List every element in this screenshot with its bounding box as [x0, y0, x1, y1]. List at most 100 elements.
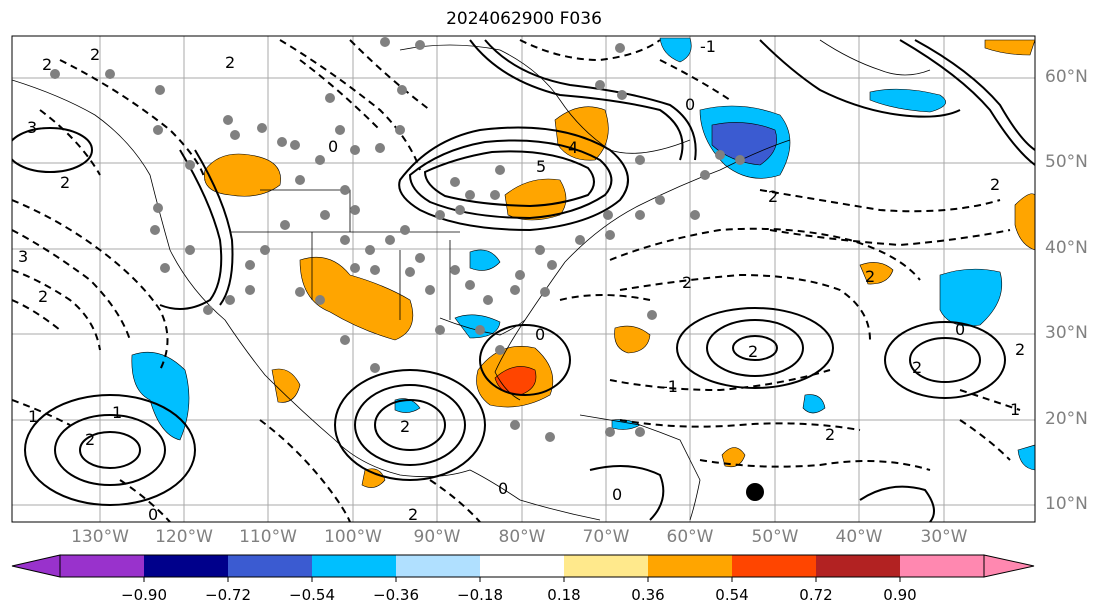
- colorbar-max-extend: [983, 554, 1035, 578]
- map-title: 2024062900 F036: [446, 9, 602, 29]
- lat-label-50n: 50°N: [1045, 152, 1088, 172]
- colorbar-segment: [228, 555, 312, 577]
- colorbar-tick-label: 0.72: [799, 586, 833, 604]
- colorbar-segment: [60, 555, 144, 577]
- colorbar-tick-label: −0.72: [205, 586, 251, 604]
- cool-anomaly-region: [131, 351, 190, 441]
- lon-label-60w: 60°W: [666, 527, 714, 547]
- colorbar-segment: [480, 555, 564, 577]
- lat-label-30n: 30°N: [1045, 323, 1088, 343]
- cool-anomaly-region: [659, 37, 692, 63]
- colorbar-segment: [144, 555, 228, 577]
- contour-label: 0: [148, 505, 158, 524]
- cool-anomaly-region: [469, 249, 501, 271]
- colorbar-segment: [396, 555, 480, 577]
- colorbar-tick-label: 0.90: [883, 586, 917, 604]
- colorbar-segment: [816, 555, 900, 577]
- lon-label-30w: 30°W: [920, 527, 968, 547]
- lon-label-120w: 120°W: [155, 527, 213, 547]
- contour-label: 2: [400, 417, 410, 436]
- contour-label: 2: [408, 505, 418, 524]
- contour-label: 0: [612, 485, 622, 504]
- contour-label: 1: [28, 407, 38, 426]
- black-dot-marker: [746, 483, 764, 501]
- lon-label-100w: 100°W: [324, 527, 382, 547]
- contour-label: 3: [27, 118, 37, 137]
- colorbar-segment: [648, 555, 732, 577]
- warm-anomaly-region: [271, 368, 301, 403]
- lon-label-50w: 50°W: [751, 527, 799, 547]
- cool-anomaly-region: [802, 394, 826, 414]
- colorbar-tick-label: −0.18: [457, 586, 503, 604]
- contour-label: 5: [536, 157, 546, 176]
- lat-label-10n: 10°N: [1045, 494, 1088, 514]
- contour-label: 2: [865, 267, 875, 286]
- colorbar-segment: [312, 555, 396, 577]
- contour-label: 2: [912, 358, 922, 377]
- map-frame-background: [12, 36, 1035, 522]
- contour-label: 3: [18, 247, 28, 266]
- strong-cool-anomaly-region: [711, 122, 777, 166]
- contour-label: 0: [328, 137, 338, 156]
- contour-label: 2: [90, 45, 100, 64]
- contour-label: 2: [85, 430, 95, 449]
- colorbar-min-extend: [11, 554, 61, 578]
- colorbar-tick-label: −0.90: [121, 586, 167, 604]
- lon-label-80w: 80°W: [498, 527, 546, 547]
- contour-label: 2: [225, 53, 235, 72]
- dashed-contours: [12, 39, 1021, 522]
- colorbar: [11, 554, 1035, 582]
- contour-label: 0: [955, 320, 965, 339]
- contour-label: 2: [768, 187, 778, 206]
- contour-label: 0: [498, 479, 508, 498]
- warm-anomaly-region: [299, 256, 414, 341]
- contour-label: 2: [1015, 340, 1025, 359]
- cool-anomaly-region: [394, 398, 421, 413]
- warm-anomaly-region: [361, 468, 386, 488]
- colorbar-segment: [564, 555, 648, 577]
- lon-label-70w: 70°W: [582, 527, 630, 547]
- cool-anomaly-region: [869, 88, 946, 113]
- lat-label-40n: 40°N: [1045, 238, 1088, 258]
- station-dots: [50, 37, 745, 442]
- contour-label: -1: [700, 37, 716, 56]
- contour-label: 0: [535, 325, 545, 344]
- coastlines: [12, 39, 931, 521]
- contour-label: 0: [685, 95, 695, 114]
- lon-label-90w: 90°W: [413, 527, 461, 547]
- colorbar-border: [59, 554, 985, 578]
- lon-label-40w: 40°W: [835, 527, 883, 547]
- warm-anomaly-region: [984, 39, 1035, 56]
- contour-label: 4: [568, 138, 578, 157]
- contour-label: 2: [38, 287, 48, 306]
- solid-contours: [12, 39, 1035, 522]
- contour-label: 2: [990, 175, 1000, 194]
- colorbar-tick-label: −0.36: [373, 586, 419, 604]
- contour-label: 2: [748, 342, 758, 361]
- contour-label: -1: [662, 377, 678, 396]
- colorbar-tick-label: 0.18: [547, 586, 581, 604]
- contour-label: 2: [60, 173, 70, 192]
- cool-anomaly-region: [1017, 444, 1035, 471]
- warm-anomaly-region: [1014, 193, 1035, 251]
- contour-labels: 2 -1 0 3 2 4 5 0 2 2 -1 2 0 2 2 2 0 2 2 …: [18, 37, 1025, 524]
- gridlines: [12, 36, 1035, 522]
- lat-label-20n: 20°N: [1045, 409, 1088, 429]
- warm-anomaly-region: [721, 447, 746, 468]
- warm-anomaly-region: [859, 262, 894, 285]
- lon-label-130w: 130°W: [71, 527, 129, 547]
- map-border: [11, 35, 1036, 523]
- lat-label-60n: 60°N: [1045, 67, 1088, 87]
- colorbar-segment: [732, 555, 816, 577]
- warm-anomaly-region: [614, 325, 651, 354]
- contour-label: 1: [1010, 400, 1020, 419]
- colorbar-segment: [900, 555, 984, 577]
- contour-label: 2: [682, 273, 692, 292]
- colorbar-tick-label: 0.36: [631, 586, 665, 604]
- warm-anomaly-region: [203, 153, 281, 197]
- colorbar-tick-label: 0.54: [715, 586, 749, 604]
- contour-label: 2: [42, 55, 52, 74]
- lon-label-110w: 110°W: [239, 527, 297, 547]
- contour-label: 2: [825, 425, 835, 444]
